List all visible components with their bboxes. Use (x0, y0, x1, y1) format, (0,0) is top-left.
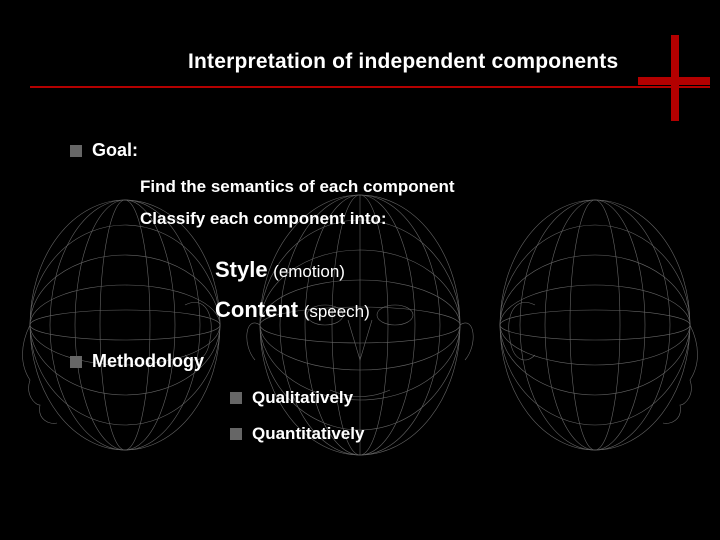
category-content: Content (speech) (215, 297, 720, 323)
title-area: Interpretation of independent components (0, 50, 720, 74)
category-content-keyword: Content (215, 297, 298, 322)
goal-heading: Goal: (70, 140, 720, 161)
square-bullet-icon (70, 145, 82, 157)
methodology-item-quantitatively: Quantitatively (230, 424, 720, 444)
slide: Interpretation of independent components… (0, 0, 720, 540)
methodology-item-label: Qualitatively (252, 388, 353, 408)
category-content-paren: (speech) (304, 302, 370, 321)
goal-line-2: Classify each component into: (140, 209, 720, 229)
category-style-keyword: Style (215, 257, 268, 282)
methodology-item-qualitatively: Qualitatively (230, 388, 720, 408)
category-style: Style (emotion) (215, 257, 720, 283)
slide-content: Goal: Find the semantics of each compone… (0, 140, 720, 460)
category-style-paren: (emotion) (273, 262, 345, 281)
goal-line-1: Find the semantics of each component (140, 177, 720, 197)
methodology-item-label: Quantitatively (252, 424, 364, 444)
title-underline (30, 86, 710, 88)
square-bullet-icon (230, 428, 242, 440)
slide-title: Interpretation of independent components (0, 50, 720, 74)
square-bullet-icon (230, 392, 242, 404)
square-bullet-icon (70, 356, 82, 368)
accent-cross-horizontal (638, 77, 710, 85)
methodology-heading: Methodology (70, 351, 720, 372)
goal-label: Goal: (92, 140, 138, 161)
methodology-label: Methodology (92, 351, 204, 372)
